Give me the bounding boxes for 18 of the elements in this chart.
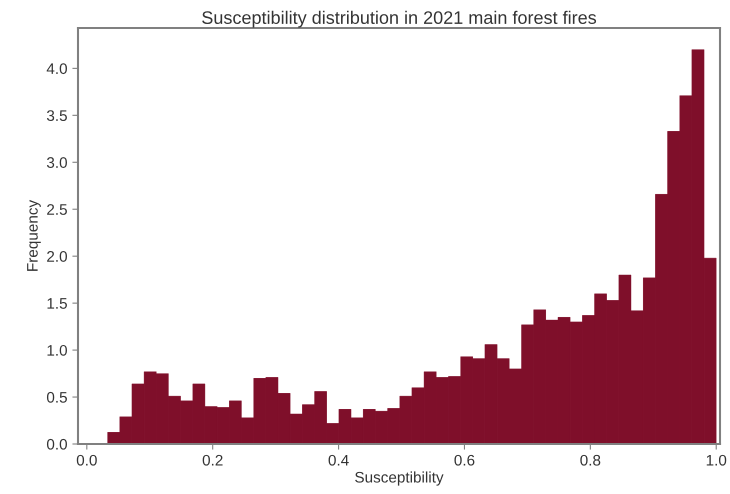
x-tick-label: 0.0 xyxy=(76,454,97,466)
x-tick-label: 0.6 xyxy=(454,454,474,466)
y-tick-label: 3.0 xyxy=(46,157,67,168)
y-tick-label: 2.5 xyxy=(47,204,67,215)
y-tick-label: 1.0 xyxy=(48,344,67,356)
y-tick-label: 0.5 xyxy=(46,392,67,403)
y-tick-label: 2.0 xyxy=(47,251,67,262)
y-tick-label: 4.0 xyxy=(46,63,67,74)
x-axis-title: Susceptibility xyxy=(355,471,444,486)
chart-title: Susceptibility distribution in 2021 main forest fires xyxy=(202,10,596,28)
y-tick-label: 3.5 xyxy=(46,110,67,122)
x-tick-label: 0.8 xyxy=(580,454,600,466)
y-tick-label: 1.5 xyxy=(48,298,67,309)
x-tick-label: 0.2 xyxy=(202,454,223,466)
x-tick-label: 0.4 xyxy=(328,454,349,466)
y-tick-label: 0.0 xyxy=(46,438,67,450)
y-axis-title: Frequency xyxy=(27,200,41,271)
x-tick-label: 1.0 xyxy=(706,454,726,466)
